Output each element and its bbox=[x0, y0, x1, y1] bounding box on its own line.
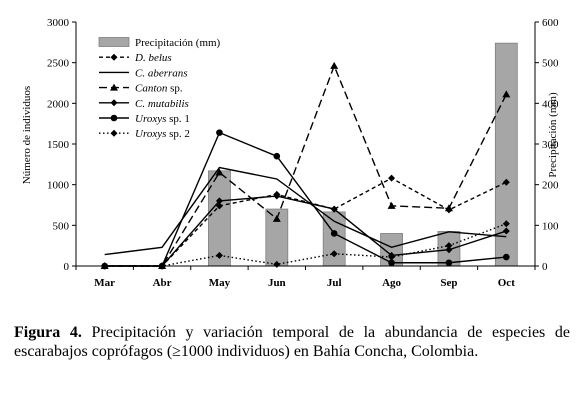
legend-label: D. belus bbox=[134, 52, 172, 64]
data-point bbox=[215, 251, 223, 259]
data-point bbox=[444, 204, 453, 212]
data-point bbox=[330, 230, 338, 237]
y-axis-title: Número de individuos bbox=[21, 86, 33, 184]
data-point bbox=[273, 152, 281, 160]
data-point bbox=[388, 253, 396, 261]
x-tick-label: Jun bbox=[268, 277, 286, 289]
data-point bbox=[388, 174, 396, 182]
data-point bbox=[216, 129, 223, 136]
data-point bbox=[388, 259, 395, 267]
precipitation-bar bbox=[322, 211, 346, 267]
chart-svg: 0 500 1000 1500 2000 2500 3000 0 100 200 300 400 50… bbox=[21, 17, 559, 289]
left-tick-label: 3000 bbox=[47, 17, 70, 29]
x-tick-label: Abr bbox=[153, 277, 172, 289]
data-point bbox=[502, 178, 510, 186]
data-point bbox=[110, 129, 118, 137]
right-tick-label: 500 bbox=[542, 58, 559, 70]
data-point bbox=[387, 201, 396, 209]
x-tick-label: Oct bbox=[498, 277, 515, 289]
right-tick-label: 100 bbox=[542, 220, 559, 232]
caption-text: Precipitación y variación temporal de la… bbox=[14, 324, 571, 360]
precipitation-bar bbox=[208, 170, 231, 267]
x-tick-label: Jul bbox=[327, 277, 342, 289]
right-tick-label: 200 bbox=[542, 180, 559, 192]
data-point bbox=[502, 227, 510, 235]
right-y-ticks: 0 100 200 300 400 500 600 bbox=[535, 17, 559, 273]
caption-label: Figura 4. bbox=[14, 324, 82, 341]
left-tick-label: 500 bbox=[53, 220, 70, 232]
series-path bbox=[104, 64, 507, 267]
left-tick-label: 1000 bbox=[47, 180, 70, 192]
series-line bbox=[101, 220, 510, 270]
data-point bbox=[273, 260, 281, 268]
data-point bbox=[215, 197, 223, 205]
data-point bbox=[445, 242, 453, 250]
data-point bbox=[101, 262, 109, 270]
legend-label: C. aberrans bbox=[135, 67, 188, 79]
data-point bbox=[503, 253, 510, 261]
data-point bbox=[330, 61, 339, 69]
data-point bbox=[330, 250, 338, 258]
left-tick-label: 2000 bbox=[47, 98, 70, 110]
legend-label: Precipitación (mm) bbox=[135, 37, 221, 49]
x-tick-label: Mar bbox=[94, 277, 115, 289]
left-tick-label: 0 bbox=[64, 261, 70, 273]
data-point bbox=[330, 205, 338, 213]
figure-caption: Figura 4. Precipitación y variación temp… bbox=[14, 323, 570, 361]
data-point bbox=[445, 246, 453, 254]
data-point bbox=[110, 114, 118, 122]
data-point bbox=[110, 53, 118, 61]
left-y-ticks: 0 500 1000 1500 2000 2500 3000 bbox=[47, 17, 76, 273]
legend: Precipitación (mm) D. belus C. aberrans Can… bbox=[98, 37, 221, 140]
x-tick-label: Ago bbox=[382, 277, 401, 289]
left-tick-label: 2500 bbox=[47, 58, 70, 70]
series-path bbox=[104, 166, 507, 256]
data-point bbox=[502, 90, 511, 98]
legend-swatch bbox=[98, 37, 130, 47]
data-point bbox=[445, 259, 453, 267]
legend-label: Uroxys sp. 1 bbox=[135, 113, 190, 125]
series-line bbox=[104, 166, 507, 256]
left-tick-label: 1500 bbox=[47, 139, 70, 151]
legend-label: C. mutabilis bbox=[135, 98, 189, 110]
series-path bbox=[104, 131, 507, 267]
x-tick-label: May bbox=[209, 277, 231, 289]
right-tick-label: 0 bbox=[542, 261, 548, 273]
data-point bbox=[215, 168, 224, 176]
data-point bbox=[273, 192, 281, 200]
legend-label: Canton sp. bbox=[135, 83, 183, 95]
right-tick-label: 400 bbox=[542, 98, 559, 110]
x-ticks: Mar Abr May Jun Jul Ago Sep Oct bbox=[75, 266, 536, 289]
y2-axis-title: Precipitación (mm) bbox=[547, 92, 559, 178]
legend-label: Uroxys sp. 2 bbox=[135, 128, 190, 140]
series-lines bbox=[100, 61, 511, 270]
data-point bbox=[502, 220, 510, 228]
data-point bbox=[215, 202, 223, 210]
x-tick-label: Sep bbox=[440, 277, 457, 289]
series-path bbox=[104, 195, 507, 267]
data-point bbox=[272, 214, 281, 222]
data-point bbox=[110, 99, 118, 107]
data-point bbox=[158, 262, 166, 270]
right-tick-label: 300 bbox=[542, 139, 559, 151]
precipitation-bars bbox=[208, 42, 518, 267]
data-point bbox=[110, 83, 118, 91]
right-tick-label: 600 bbox=[542, 17, 559, 29]
